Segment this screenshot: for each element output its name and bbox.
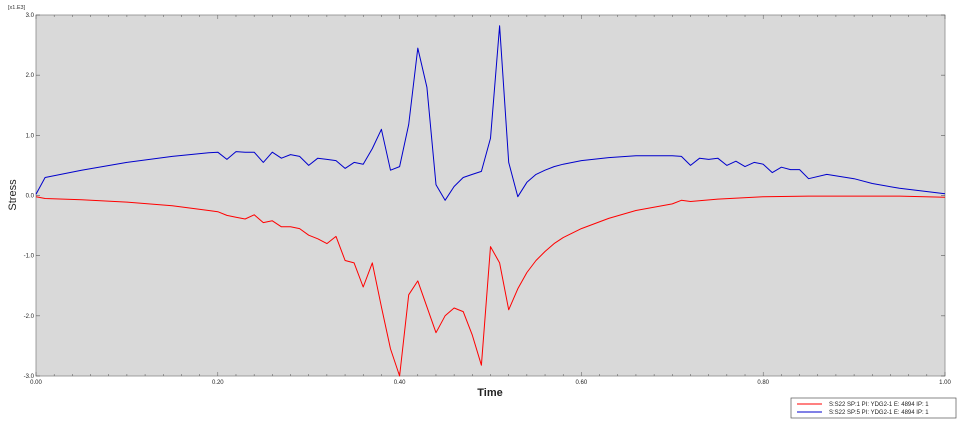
legend-box: [790, 397, 957, 419]
y-tick-label: 2.0: [26, 73, 35, 79]
legend-label-series-1: S:S22 SP:1 PI: YDG2-1 E: 4894 IP: 1: [829, 402, 929, 408]
x-tick-label: 0.00: [30, 380, 42, 386]
plot-area: [35, 14, 946, 377]
y-tick-label: -2.0: [24, 314, 35, 320]
series-line-1: [35, 195, 946, 377]
x-tick-label: 0.40: [394, 380, 406, 386]
legend-label-series-2: S:S22 SP:5 PI: YDG2-1 E: 4894 IP: 1: [829, 410, 929, 416]
y-tick-label: -3.0: [24, 374, 35, 380]
y-tick-label: -1.0: [24, 254, 35, 260]
y-tick-label: 0.0: [26, 194, 35, 200]
x-tick-label: 0.60: [576, 380, 588, 386]
series-layer: [35, 25, 946, 377]
y-tick-label: 3.0: [26, 13, 35, 19]
y-axis-title: Stress: [7, 179, 19, 211]
x-axis: 0.00 0.20 0.40 0.60 0.80 1.00: [30, 15, 951, 386]
x-tick-label: 1.00: [939, 380, 951, 386]
y-axis: 3.0 2.0 1.0 0.0 -1.0 -2.0 -3.0: [24, 13, 945, 380]
x-tick-label: 0.80: [757, 380, 769, 386]
legend: S:S22 SP:1 PI: YDG2-1 E: 4894 IP: 1 S:S2…: [790, 397, 957, 419]
series-line-2: [35, 25, 946, 201]
x-tick-label: 0.20: [212, 380, 224, 386]
x-axis-title: Time: [477, 387, 502, 399]
y-scale-note: [x1.E3]: [8, 5, 26, 11]
y-tick-label: 1.0: [26, 133, 35, 139]
